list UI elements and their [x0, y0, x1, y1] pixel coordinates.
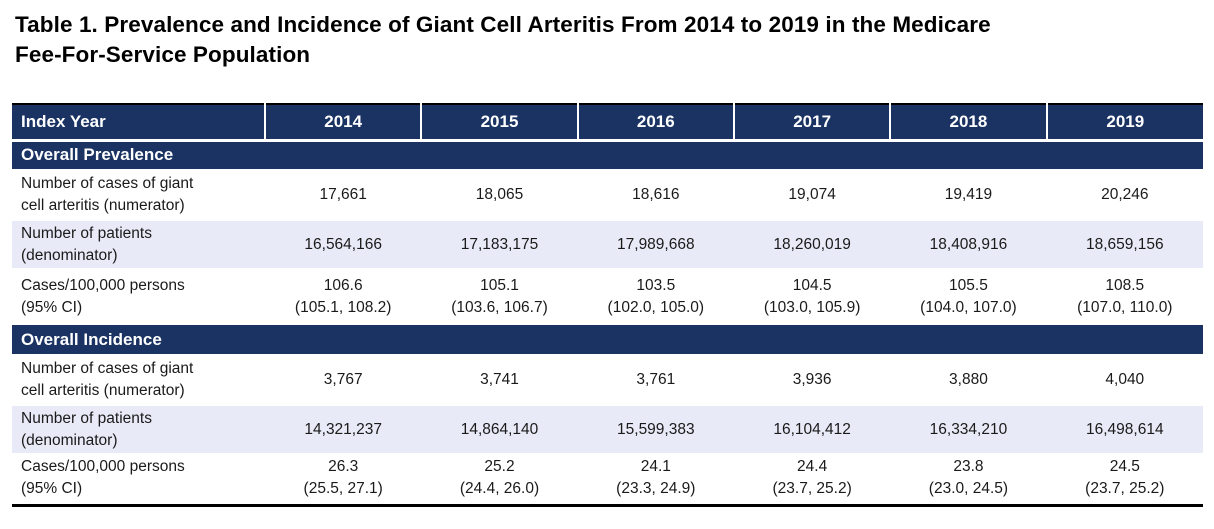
row-label: Number of cases of giant cell arteritis …	[21, 175, 194, 214]
row-label: Number of patients (denominator)	[21, 409, 152, 449]
table-title: Table 1. Prevalence and Incidence of Gia…	[15, 12, 991, 67]
data-cell: 24.5 (23.7, 25.2)	[1085, 458, 1165, 498]
row-label: Number of cases of giant cell arteritis …	[21, 360, 194, 399]
data-cell: 18,659,156	[1086, 235, 1164, 253]
data-cell: 18,408,916	[929, 235, 1008, 253]
data-cell: 3,767	[323, 371, 363, 388]
data-cell: 4,040	[1105, 371, 1145, 388]
column-header-2019: 2019	[1045, 104, 1203, 142]
row-label: Number of patients (denominator)	[21, 224, 152, 264]
column-header-2015: 2015	[420, 104, 578, 142]
data-cell: 18,616	[632, 186, 680, 203]
data-cell: 106.6 (105.1, 108.2)	[294, 276, 392, 316]
data-cell: 17,989,668	[617, 235, 695, 253]
data-cell: 25.2 (24.4, 26.0)	[459, 458, 540, 498]
data-cell: 104.5 (103.0, 105.9)	[763, 276, 861, 316]
data-cell: 105.5 (104.0, 107.0)	[920, 276, 1017, 316]
table-row-prevalence-rate: Cases/100,000 persons (95% CI) 106.6 (10…	[12, 268, 1203, 325]
data-cell: 20,246	[1101, 186, 1149, 203]
row-label: Cases/100,000 persons (95% CI)	[21, 276, 185, 316]
data-cell: 3,741	[480, 371, 519, 388]
data-table: Index Year 2014 2015 2016 2017 2018 2019…	[12, 103, 1203, 507]
column-header-2017: 2017	[732, 104, 891, 142]
table-header-row: Index Year 2014 2015 2016 2017 2018 2019	[12, 104, 1203, 142]
section-header-overall-incidence: Overall Incidence	[12, 325, 1203, 354]
table-row-incidence-numerator: Number of cases of giant cell arteritis …	[12, 354, 1203, 406]
data-cell: 17,661	[319, 186, 367, 203]
data-cell: 105.1 (103.6, 106.7)	[451, 276, 548, 316]
data-cell: 19,419	[944, 186, 993, 203]
table-row-prevalence-denominator: Number of patients (denominator) 16,564,…	[12, 221, 1203, 268]
data-cell: 16,104,412	[773, 420, 851, 438]
section-title: Overall Prevalence	[21, 145, 174, 165]
section-header-overall-prevalence: Overall Prevalence	[12, 140, 1203, 169]
data-cell: 3,761	[636, 371, 676, 388]
data-cell: 14,864,140	[460, 420, 539, 438]
data-cell: 26.3 (25.5, 27.1)	[303, 458, 383, 498]
data-cell: 18,260,019	[773, 235, 851, 253]
row-label: Cases/100,000 persons (95% CI)	[21, 458, 185, 498]
data-cell: 24.4 (23.7, 25.2)	[772, 458, 852, 498]
data-cell: 103.5 (102.0, 105.0)	[607, 276, 705, 316]
data-cell: 16,564,166	[304, 235, 382, 253]
data-cell: 23.8 (23.0, 24.5)	[928, 458, 1009, 498]
data-cell: 17,183,175	[460, 235, 539, 253]
column-header-index-year: Index Year	[12, 104, 266, 142]
data-cell: 19,074	[788, 186, 836, 203]
column-header-2018: 2018	[889, 104, 1047, 142]
data-cell: 3,936	[792, 371, 832, 388]
table-row-incidence-denominator: Number of patients (denominator) 14,321,…	[12, 406, 1203, 453]
table-row-prevalence-numerator: Number of cases of giant cell arteritis …	[12, 169, 1203, 221]
column-header-2016: 2016	[576, 104, 734, 142]
section-title: Overall Incidence	[21, 329, 162, 349]
data-cell: 24.1 (23.3, 24.9)	[616, 458, 696, 498]
column-header-2014: 2014	[264, 104, 422, 142]
data-cell: 3,880	[949, 371, 988, 388]
data-cell: 15,599,383	[617, 420, 695, 438]
table-row-incidence-rate: Cases/100,000 persons (95% CI) 26.3 (25.…	[12, 453, 1203, 505]
data-cell: 108.5 (107.0, 110.0)	[1077, 276, 1173, 316]
data-cell: 16,334,210	[929, 420, 1008, 438]
data-cell: 14,321,237	[304, 420, 382, 438]
data-cell: 18,065	[475, 186, 524, 203]
data-cell: 16,498,614	[1086, 420, 1164, 438]
